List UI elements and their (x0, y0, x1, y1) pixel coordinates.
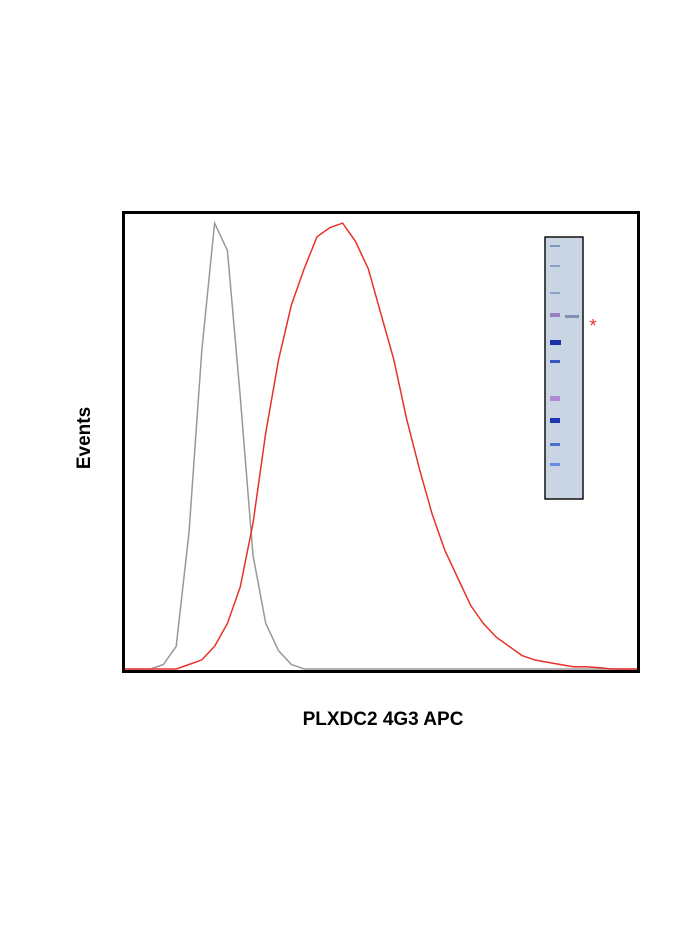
blot-band (550, 360, 560, 363)
blot-band (550, 443, 560, 446)
blot-band (550, 265, 560, 267)
blot-band (565, 315, 579, 318)
blot-band (550, 418, 560, 423)
blot-band (550, 292, 560, 294)
annotation: * (589, 316, 596, 336)
blot-band (550, 245, 560, 247)
x-axis-label: PLXDC2 4G3 APC (303, 709, 464, 730)
blot-band (550, 396, 560, 401)
blot-band (550, 340, 561, 345)
plot-frame (122, 211, 640, 673)
plot-area (125, 220, 637, 670)
y-axis-label: Events (74, 407, 95, 469)
histogram-line (125, 222, 637, 670)
histogram-line (125, 220, 637, 670)
blot-band (550, 313, 560, 317)
blot-background (544, 236, 584, 500)
blot-band (550, 463, 560, 466)
blot-inset (544, 236, 584, 500)
